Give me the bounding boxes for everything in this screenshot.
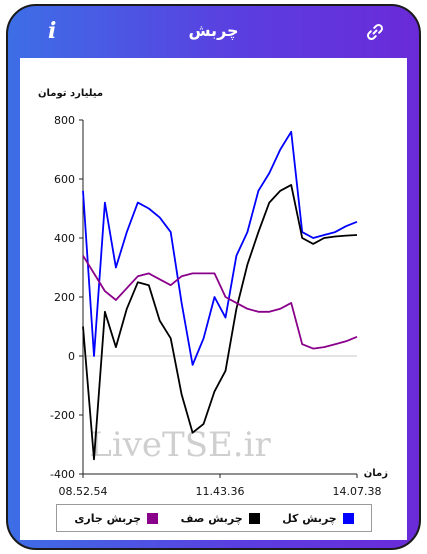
watermark: LiveTSE.ir	[89, 425, 271, 465]
legend-item-queue[interactable]: چربش صف	[181, 512, 260, 525]
x-tick-label: 14.07.38	[333, 485, 382, 498]
legend-swatch-total	[342, 512, 354, 524]
legend-swatch-current	[147, 512, 159, 524]
legend-item-current[interactable]: چربش جاری	[74, 511, 159, 525]
y-tick-label: -400	[50, 468, 75, 481]
legend-item-total[interactable]: چربش کل	[282, 512, 354, 525]
chart: میلیارد تومان 800 600 400 200 0 -200 -400 08.5…	[38, 88, 388, 498]
y-tick-label: 200	[54, 291, 75, 304]
link-icon[interactable]	[366, 23, 384, 41]
y-tick-label: 0	[68, 350, 75, 363]
chart-panel: میلیارد تومان 800 600 400 200 0 -200 -400 08.5…	[20, 58, 407, 540]
series-line-2	[82, 255, 358, 350]
y-tick-label: -200	[50, 409, 75, 422]
series-line-0	[82, 130, 358, 366]
legend-label-queue: چربش صف	[180, 511, 243, 525]
series-line-1	[82, 184, 358, 461]
x-tick-label: 11.43.36	[196, 485, 245, 498]
y-tick-label: 600	[54, 173, 75, 186]
legend-label-total: چربش کل	[282, 511, 337, 525]
info-icon[interactable]: i	[48, 18, 57, 44]
legend-label-current: چربش جاری	[74, 511, 142, 525]
y-tick-label: 400	[54, 232, 75, 245]
x-axis-title: زمان	[364, 468, 388, 479]
x-tick-label: 08.52.54	[59, 485, 108, 498]
chart-legend: چربش کل چربش صف چربش جاری	[56, 504, 372, 532]
y-unit-label: میلیارد تومان	[38, 88, 103, 99]
phone-frame: i چربش میلیارد تومان 800 600 400 200 0 -200 -4…	[6, 4, 421, 550]
y-tick-label: 800	[54, 114, 75, 127]
app-header: i چربش	[8, 6, 419, 58]
legend-swatch-queue	[248, 512, 260, 524]
page-title: چربش	[188, 21, 239, 40]
